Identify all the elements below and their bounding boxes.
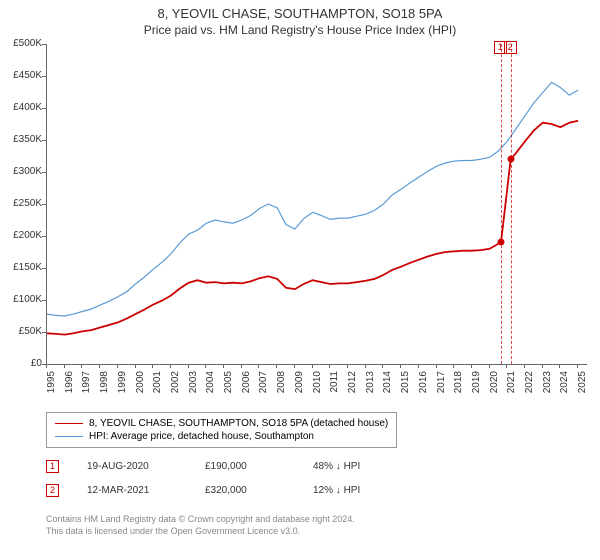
x-tick-label: 2011 [329, 371, 340, 411]
y-tick-label: £0 [4, 358, 42, 369]
y-tick-label: £250K [4, 198, 42, 209]
x-tick-label: 2007 [258, 371, 269, 411]
sale-vline [501, 44, 502, 364]
legend-label: 8, YEOVIL CHASE, SOUTHAMPTON, SO18 5PA (… [89, 418, 388, 429]
sale-vline [511, 44, 512, 364]
x-tick-label: 2013 [365, 371, 376, 411]
chart-marker-2: 2 [504, 39, 517, 57]
x-tick-label: 2012 [347, 371, 358, 411]
x-tick-label: 2024 [559, 371, 570, 411]
sale-row: 1 19-AUG-2020 £190,000 48% ↓ HPI [46, 460, 360, 473]
sale-delta: 48% ↓ HPI [313, 461, 360, 472]
copyright-line1: Contains HM Land Registry data © Crown c… [46, 514, 355, 526]
sale-date: 19-AUG-2020 [87, 461, 177, 472]
copyright-notice: Contains HM Land Registry data © Crown c… [46, 514, 355, 537]
plot-area: 12 [46, 44, 587, 365]
x-tick-label: 1997 [81, 371, 92, 411]
sale-marker: 2 [46, 484, 59, 497]
x-tick-label: 2020 [489, 371, 500, 411]
copyright-line2: This data is licensed under the Open Gov… [46, 526, 355, 538]
sale-point [497, 239, 504, 246]
x-tick-label: 2021 [506, 371, 517, 411]
x-tick-label: 2018 [453, 371, 464, 411]
x-tick-label: 2023 [542, 371, 553, 411]
chart-title: 8, YEOVIL CHASE, SOUTHAMPTON, SO18 5PA [0, 0, 600, 21]
x-tick-label: 2008 [276, 371, 287, 411]
x-tick-label: 2004 [205, 371, 216, 411]
y-tick-label: £100K [4, 294, 42, 305]
x-tick-label: 2006 [241, 371, 252, 411]
sale-price: £320,000 [205, 485, 285, 496]
chart-container: 8, YEOVIL CHASE, SOUTHAMPTON, SO18 5PA P… [0, 0, 600, 560]
x-tick-label: 1995 [46, 371, 57, 411]
legend-entry: 8, YEOVIL CHASE, SOUTHAMPTON, SO18 5PA (… [55, 417, 388, 430]
x-tick-label: 1998 [99, 371, 110, 411]
x-tick-label: 2003 [188, 371, 199, 411]
sale-date: 12-MAR-2021 [87, 485, 177, 496]
x-tick-label: 1996 [64, 371, 75, 411]
x-tick-label: 2015 [400, 371, 411, 411]
x-tick-label: 2001 [152, 371, 163, 411]
legend-swatch [55, 423, 83, 425]
sale-point [507, 156, 514, 163]
x-tick-label: 2000 [135, 371, 146, 411]
x-tick-label: 2014 [382, 371, 393, 411]
x-tick-label: 2002 [170, 371, 181, 411]
x-tick-label: 2017 [436, 371, 447, 411]
legend-entry: HPI: Average price, detached house, Sout… [55, 430, 388, 443]
x-tick-label: 1999 [117, 371, 128, 411]
y-tick-label: £350K [4, 134, 42, 145]
sale-price: £190,000 [205, 461, 285, 472]
x-tick-label: 2019 [471, 371, 482, 411]
legend: 8, YEOVIL CHASE, SOUTHAMPTON, SO18 5PA (… [46, 412, 397, 448]
chart-subtitle: Price paid vs. HM Land Registry's House … [0, 21, 600, 37]
y-tick-label: £150K [4, 262, 42, 273]
sale-marker: 1 [46, 460, 59, 473]
y-tick-label: £50K [4, 326, 42, 337]
x-tick-label: 2016 [418, 371, 429, 411]
x-tick-label: 2005 [223, 371, 234, 411]
sale-row: 2 12-MAR-2021 £320,000 12% ↓ HPI [46, 484, 360, 497]
sale-delta: 12% ↓ HPI [313, 485, 360, 496]
legend-swatch [55, 436, 83, 437]
x-tick-label: 2009 [294, 371, 305, 411]
y-tick-label: £400K [4, 102, 42, 113]
legend-label: HPI: Average price, detached house, Sout… [89, 431, 314, 442]
y-tick-label: £450K [4, 70, 42, 81]
y-tick-label: £300K [4, 166, 42, 177]
x-tick-label: 2010 [312, 371, 323, 411]
y-tick-label: £200K [4, 230, 42, 241]
y-tick-label: £500K [4, 38, 42, 49]
x-tick-label: 2025 [577, 371, 588, 411]
series-price_paid [47, 121, 578, 335]
x-tick-label: 2022 [524, 371, 535, 411]
